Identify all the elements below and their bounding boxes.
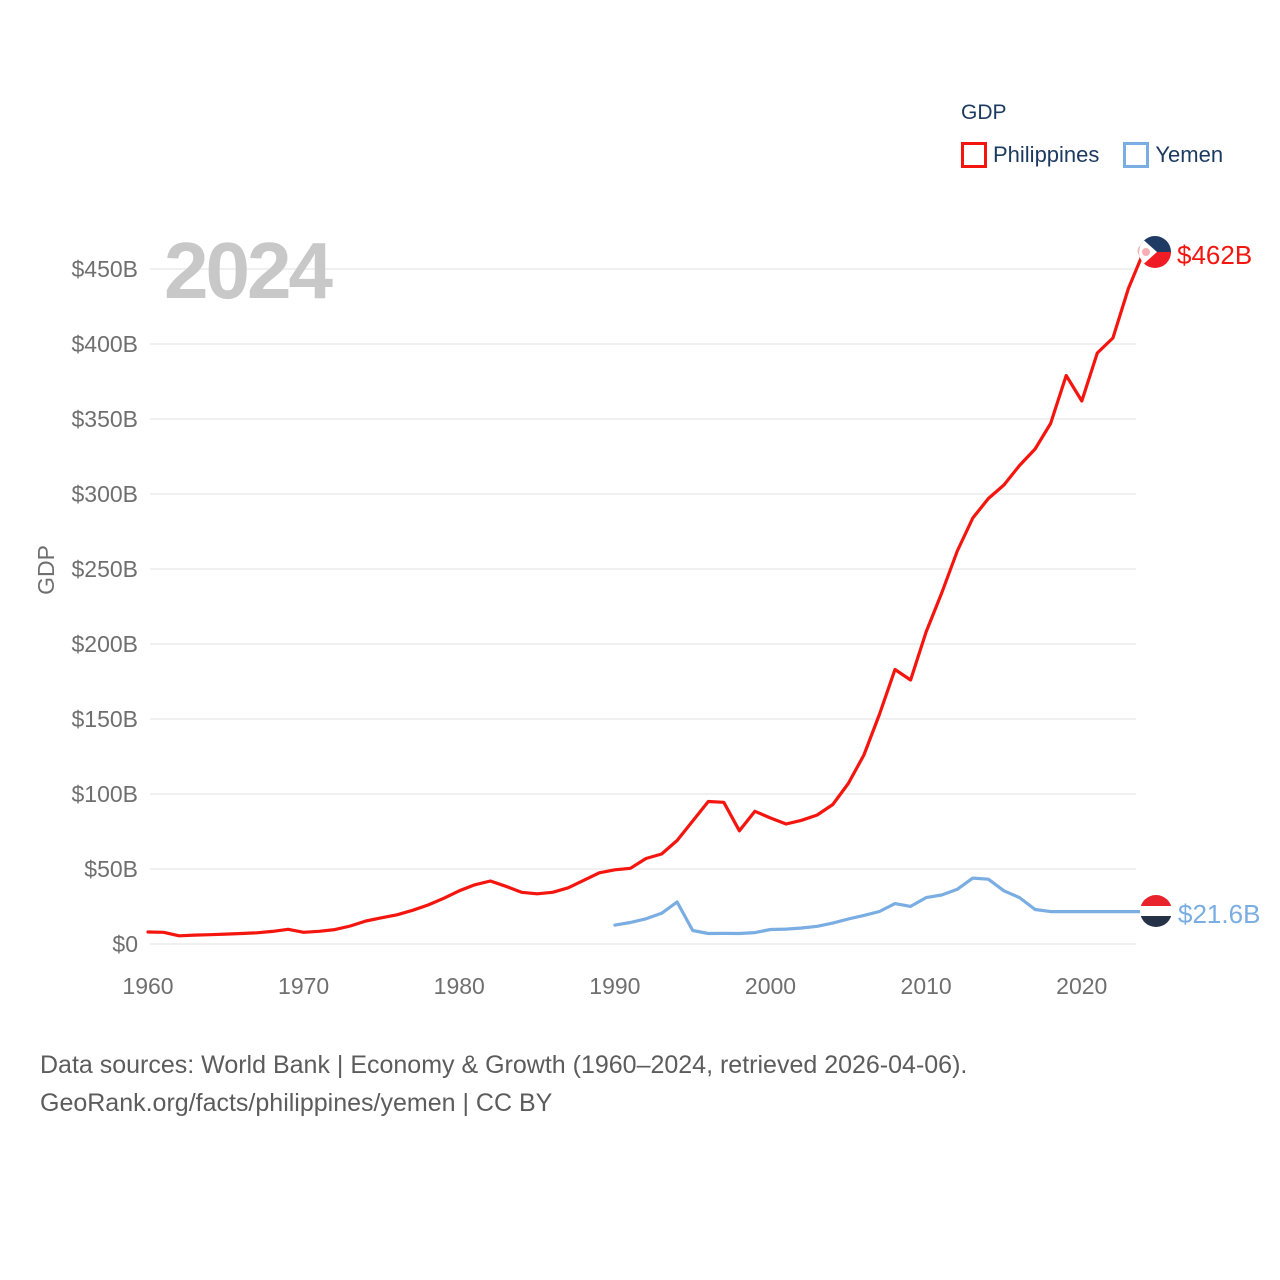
footer-source-line: Data sources: World Bank | Economy & Gro… (40, 1051, 968, 1079)
philippines-end-label: $462B (1139, 236, 1252, 273)
footer-attribution-line: GeoRank.org/facts/philippines/yemen | CC… (40, 1089, 553, 1117)
yemen-swatch-icon (1123, 142, 1150, 168)
x-tick-label: 1980 (433, 973, 485, 999)
yemen-end-value: $21.6B (1178, 898, 1261, 929)
x-tick-label: 1990 (589, 973, 641, 999)
chart-legend: GDP Philippines Yemen (961, 100, 1223, 168)
y-tick-label: $0 (112, 931, 138, 957)
legend-item-yemen[interactable]: Yemen (1123, 142, 1223, 168)
y-tick-label: $100B (71, 781, 138, 807)
x-tick-label: 2020 (1056, 973, 1108, 999)
y-tick-label: $50B (84, 856, 138, 882)
footer: Data sources: World Bank | Economy & Gro… (40, 1046, 967, 1122)
legend-label-yemen: Yemen (1155, 142, 1224, 167)
philippines-end-value: $462B (1177, 239, 1253, 270)
y-tick-label: $300B (71, 481, 138, 507)
yemen-line (613, 876, 1146, 936)
y-tick-label: $200B (71, 631, 138, 657)
philippines-flag-icon (1139, 236, 1171, 273)
y-tick-label: $150B (71, 706, 138, 732)
legend-items: Philippines Yemen (961, 142, 1223, 168)
x-tick-label: 1960 (122, 973, 174, 999)
y-tick-label: $450B (71, 256, 138, 282)
philippines-swatch-icon (961, 142, 987, 168)
y-tick-label: $350B (71, 406, 138, 432)
legend-label-philippines: Philippines (993, 142, 1100, 167)
legend-title: GDP (961, 101, 1007, 124)
legend-item-philippines[interactable]: Philippines (961, 142, 1099, 168)
x-tick-label: 1970 (278, 973, 330, 999)
y-tick-label: $250B (71, 556, 138, 582)
philippines-line (146, 249, 1146, 938)
y-tick-label: $400B (71, 331, 138, 357)
x-tick-label: 2000 (744, 973, 797, 999)
yemen-end-label: $21.6B (1140, 895, 1260, 932)
x-tick-label: 2010 (900, 973, 952, 999)
yemen-flag-icon (1140, 895, 1172, 932)
year-watermark: 2024 (164, 226, 333, 315)
